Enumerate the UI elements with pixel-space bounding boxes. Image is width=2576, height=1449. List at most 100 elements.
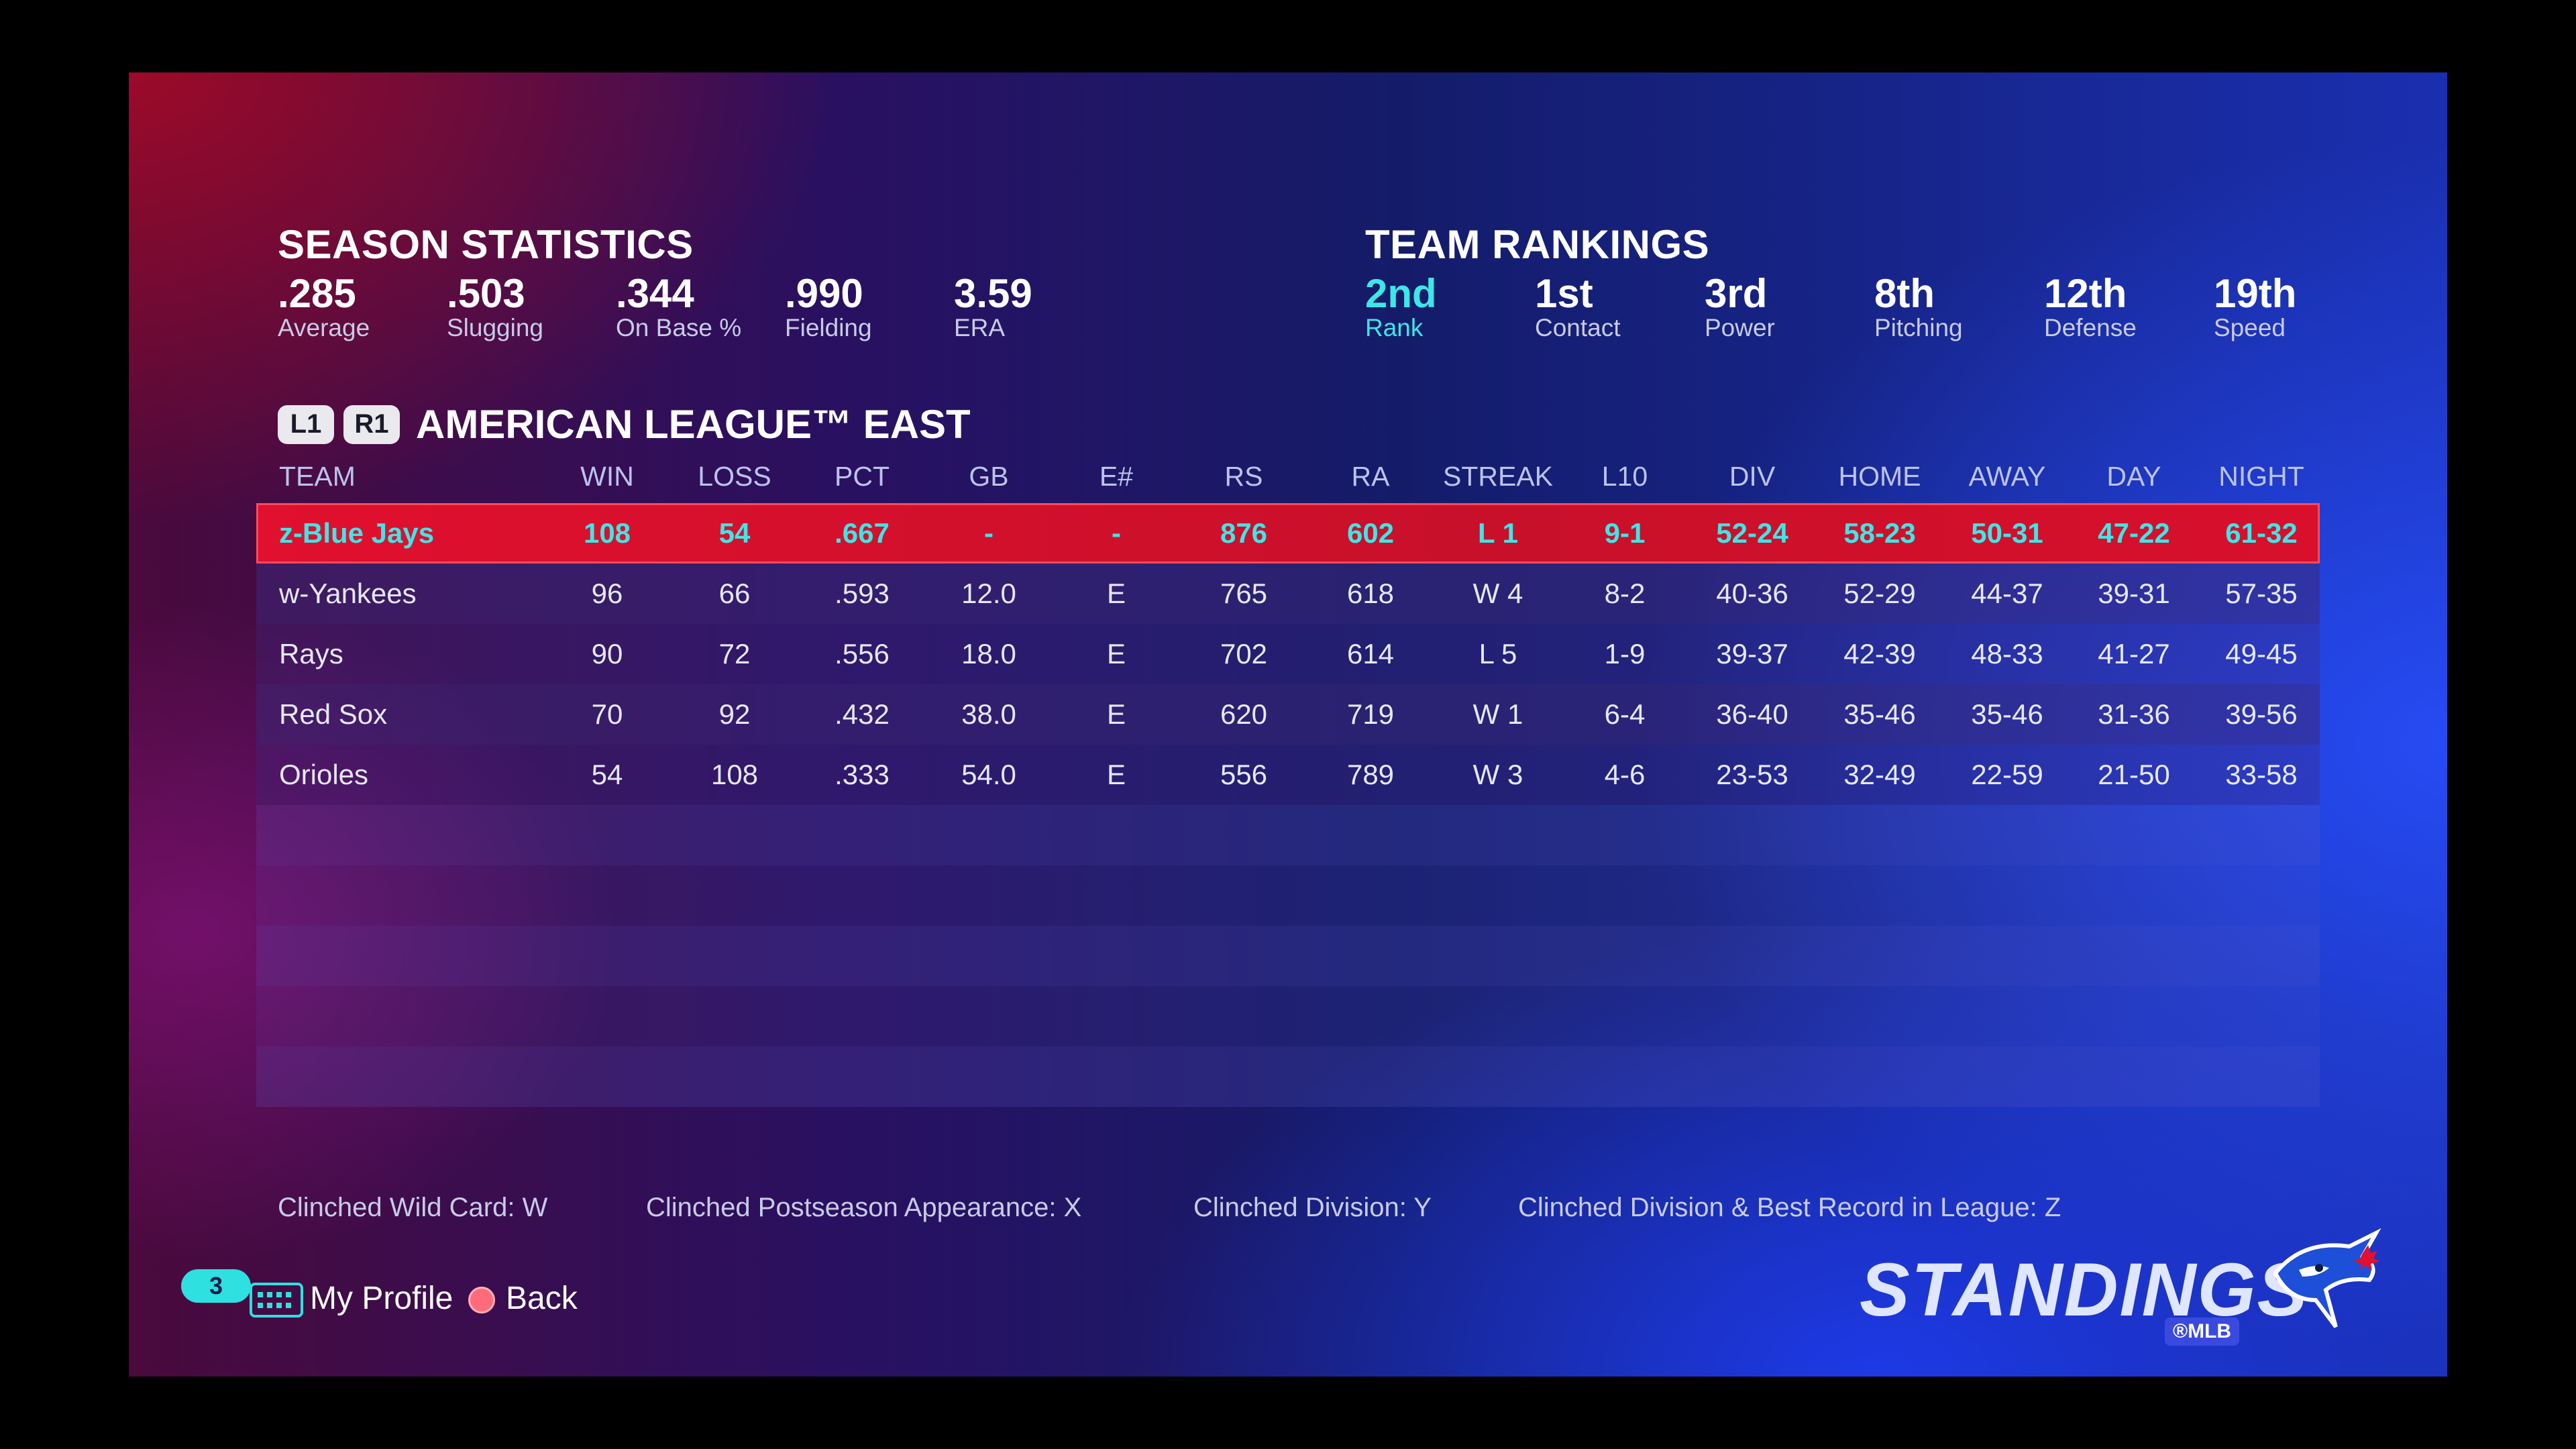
r1-button[interactable]: R1 [343, 405, 400, 444]
cell-night: 61-32 [2225, 517, 2298, 549]
cell-streak: W 4 [1472, 578, 1523, 609]
legend-division: Clinched Division: Y [1193, 1193, 1432, 1222]
cell-gb: - [984, 517, 994, 549]
cell-streak: W 3 [1472, 759, 1523, 790]
cell-home: 42-39 [1843, 638, 1916, 669]
back-button[interactable]: Back [506, 1281, 578, 1316]
cell-pct: .667 [835, 517, 890, 549]
cell-rs: 556 [1220, 759, 1268, 790]
cell-pct: .333 [835, 759, 890, 790]
mlb-badge: ®MLB [2165, 1318, 2240, 1346]
cell-gb: 18.0 [961, 638, 1016, 669]
ranking-speed: 19th Speed [2214, 274, 2383, 342]
legend-best-record: Clinched Division & Best Record in Leagu… [1518, 1193, 2061, 1222]
header-loss: LOSS [698, 461, 771, 492]
cell-streak: W 1 [1472, 698, 1523, 730]
header-div: DIV [1729, 461, 1776, 492]
stat-label: Average [278, 314, 370, 341]
ranking-label: Speed [2214, 314, 2286, 341]
cell-rs: 620 [1220, 698, 1268, 730]
cell-away: 48-33 [1971, 638, 2043, 669]
stat-value: 3.59 [954, 271, 1032, 316]
cell-day: 31-36 [2098, 698, 2170, 730]
cell-e-number: E [1106, 698, 1126, 730]
stat-era: 3.59 ERA [954, 274, 1123, 342]
table-row-orioles[interactable]: Orioles 54 108 .333 54.0 E 556 789 W 3 4… [256, 745, 2320, 805]
cell-e-number: E [1106, 759, 1126, 790]
table-row-blue-jays[interactable]: z-Blue Jays 108 54 .667 - - 876 602 L 1 … [256, 503, 2320, 564]
stat-slugging: .503 Slugging [447, 274, 616, 342]
header-night: NIGHT [2218, 461, 2304, 492]
ranking-value: 1st [1535, 271, 1593, 316]
stat-fielding: .990 Fielding [785, 274, 954, 342]
cell-win: 90 [591, 638, 623, 669]
ranking-label: Rank [1365, 314, 1424, 341]
my-profile-button[interactable]: My Profile [310, 1281, 453, 1316]
cell-team: Orioles [279, 759, 369, 790]
blue-jays-logo [2273, 1228, 2381, 1328]
touchpad-icon [250, 1283, 303, 1318]
cell-e-number: E [1106, 638, 1126, 669]
ranking-pitching: 8th Pitching [1874, 274, 2044, 342]
stat-average: .285 Average [278, 274, 447, 342]
cell-loss: 72 [718, 638, 751, 669]
ranking-label: Defense [2044, 314, 2137, 341]
cell-team: Rays [279, 638, 343, 669]
stat-value: .285 [278, 271, 356, 316]
table-row-yankees[interactable]: w-Yankees 96 66 .593 12.0 E 765 618 W 4 … [256, 564, 2320, 624]
cell-day: 47-22 [2098, 517, 2170, 549]
team-rankings-title: TEAM RANKINGS [1365, 222, 1710, 267]
header-win: WIN [580, 461, 634, 492]
header-day: DAY [2106, 461, 2161, 492]
stat-label: Fielding [785, 314, 872, 341]
cell-loss: 66 [718, 578, 751, 609]
standings-screen: SEASON STATISTICS .285 Average .503 Slug… [129, 72, 2447, 1377]
header-home: HOME [1838, 461, 1921, 492]
ranking-label: Pitching [1874, 314, 1963, 341]
cell-home: 32-49 [1843, 759, 1916, 790]
ranking-rank: 2nd Rank [1365, 274, 1535, 342]
cell-win: 54 [591, 759, 623, 790]
notification-badge: 3 [181, 1269, 251, 1303]
cell-pct: .556 [835, 638, 890, 669]
cell-div: 52-24 [1716, 517, 1788, 549]
cell-team: w-Yankees [279, 578, 417, 609]
circle-button-icon [468, 1287, 495, 1313]
cell-streak: L 5 [1479, 638, 1517, 669]
cell-night: 33-58 [2225, 759, 2298, 790]
stat-label: Slugging [447, 314, 544, 341]
cell-rs: 765 [1220, 578, 1268, 609]
header-l10: L10 [1601, 461, 1648, 492]
header-ra: RA [1351, 461, 1390, 492]
cell-win: 96 [591, 578, 623, 609]
cell-night: 57-35 [2225, 578, 2298, 609]
cell-div: 36-40 [1716, 698, 1788, 730]
empty-row [256, 1046, 2320, 1107]
l1-button[interactable]: L1 [278, 405, 334, 444]
table-row-rays[interactable]: Rays 90 72 .556 18.0 E 702 614 L 5 1-9 3… [256, 624, 2320, 684]
stat-label: ERA [954, 314, 1006, 341]
stat-label: On Base % [616, 314, 742, 341]
cell-l10: 9-1 [1604, 517, 1646, 549]
cell-l10: 4-6 [1604, 759, 1646, 790]
stat-value: .990 [785, 271, 863, 316]
cell-win: 70 [591, 698, 623, 730]
header-gb: GB [969, 461, 1009, 492]
empty-row [256, 986, 2320, 1046]
cell-e-number: - [1112, 517, 1121, 549]
cell-gb: 38.0 [961, 698, 1016, 730]
header-e-number: E# [1099, 461, 1134, 492]
cell-div: 23-53 [1716, 759, 1788, 790]
cell-home: 52-29 [1843, 578, 1916, 609]
cell-ra: 618 [1346, 578, 1395, 609]
header-pct: PCT [835, 461, 890, 492]
cell-gb: 12.0 [961, 578, 1016, 609]
table-row-red-sox[interactable]: Red Sox 70 92 .432 38.0 E 620 719 W 1 6-… [256, 684, 2320, 745]
team-rankings: 2nd Rank 1st Contact 3rd Power 8th Pitch… [1365, 274, 2383, 342]
ranking-value: 2nd [1365, 271, 1437, 316]
division-name: AMERICAN LEAGUE™ EAST [416, 402, 971, 447]
cell-team: Red Sox [279, 698, 388, 730]
cell-rs: 876 [1220, 517, 1268, 549]
ranking-label: Power [1705, 314, 1775, 341]
cell-loss: 92 [718, 698, 751, 730]
